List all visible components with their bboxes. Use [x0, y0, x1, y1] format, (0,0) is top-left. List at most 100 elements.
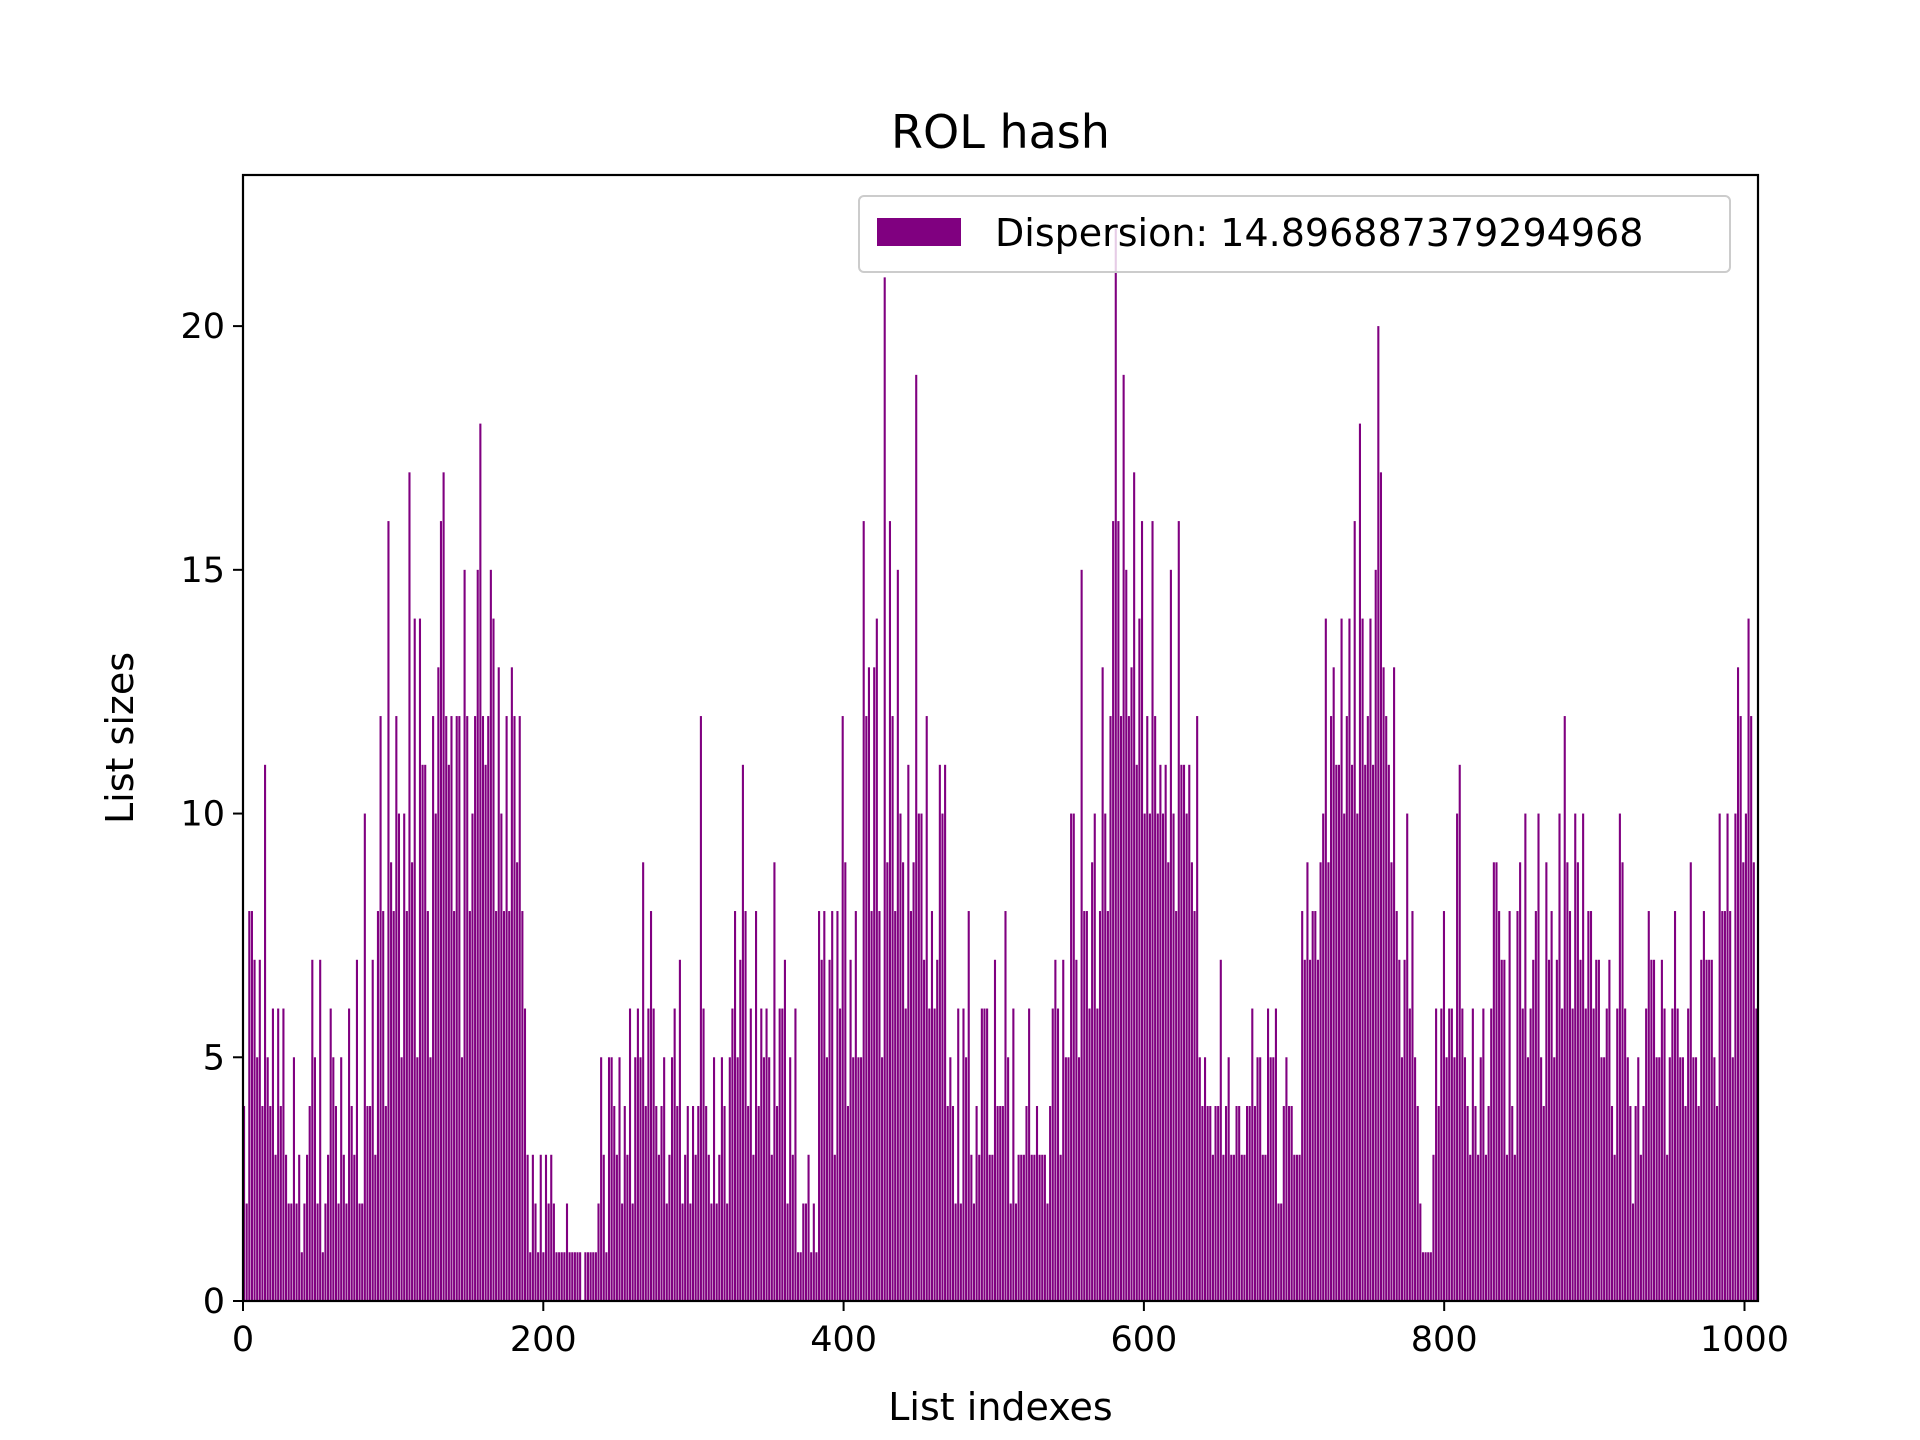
bar [1479, 1057, 1482, 1301]
bar [613, 1106, 616, 1301]
bar [831, 911, 834, 1301]
bar [502, 911, 506, 1301]
bar [1474, 1106, 1477, 1301]
bar [1471, 1008, 1474, 1301]
bar [1731, 1057, 1734, 1301]
bar [755, 911, 758, 1301]
bar [1012, 1008, 1015, 1301]
bar [1062, 959, 1065, 1301]
bar [1274, 1008, 1277, 1301]
bar [413, 618, 416, 1301]
bar [1117, 521, 1120, 1301]
bar [983, 1008, 986, 1301]
bar [917, 813, 920, 1301]
bar [332, 1057, 335, 1301]
bar [1626, 1057, 1629, 1301]
bar [1668, 1057, 1671, 1301]
bar [1592, 1008, 1595, 1301]
bar [991, 1154, 994, 1301]
bar [1033, 1154, 1036, 1301]
bar [1540, 1057, 1543, 1301]
bar [526, 1154, 529, 1301]
bar [1203, 1057, 1207, 1301]
bar [387, 521, 390, 1301]
bar [1427, 1252, 1430, 1301]
bar [951, 1106, 955, 1301]
bar [1077, 1057, 1081, 1301]
bar [1311, 911, 1314, 1301]
bar [1112, 521, 1115, 1301]
bar [959, 1203, 962, 1301]
bar [306, 1154, 309, 1301]
bar [1348, 618, 1351, 1301]
bar [434, 813, 437, 1301]
bar [292, 1057, 295, 1301]
bar [818, 911, 821, 1301]
bar [594, 1252, 597, 1301]
bar [1416, 1106, 1419, 1301]
bar [1007, 1057, 1010, 1301]
bar [886, 862, 889, 1301]
bar [1133, 472, 1136, 1302]
bar [1398, 959, 1401, 1301]
bar [1314, 911, 1317, 1301]
bar [810, 1252, 813, 1301]
bar [996, 1106, 999, 1301]
bar [1393, 667, 1396, 1301]
bar [1101, 667, 1104, 1301]
bar [639, 1057, 642, 1301]
bar [1671, 1008, 1674, 1301]
bar [1364, 764, 1367, 1301]
bar [531, 1154, 534, 1301]
bar [1521, 1008, 1524, 1301]
y-axis-title: List sizes [98, 652, 142, 824]
bar [1159, 764, 1162, 1301]
x-tick-label: 800 [1411, 1320, 1478, 1360]
bar [379, 716, 382, 1301]
bar [390, 862, 393, 1301]
bar [1104, 813, 1107, 1301]
bar [752, 1154, 755, 1301]
bar [676, 1106, 679, 1301]
bar [1235, 1106, 1238, 1301]
bar [1049, 1106, 1052, 1301]
bar [852, 1057, 855, 1301]
bar [1534, 911, 1537, 1301]
bar [1463, 1057, 1467, 1301]
bar [1618, 813, 1621, 1301]
bar [828, 959, 831, 1301]
bar [1700, 959, 1703, 1301]
bar [702, 1008, 705, 1301]
bar [442, 472, 445, 1302]
bar [904, 1008, 907, 1301]
bar [342, 1154, 345, 1301]
bar [1356, 813, 1359, 1301]
bar [1469, 1154, 1472, 1301]
bar [1309, 959, 1312, 1301]
bar [967, 911, 970, 1301]
bar [1498, 911, 1501, 1301]
bar [1424, 1252, 1427, 1301]
bar [481, 716, 485, 1301]
bar [1624, 1008, 1627, 1301]
legend-swatch [877, 218, 961, 246]
bar [912, 862, 915, 1301]
bar [1067, 1057, 1070, 1301]
bar [936, 959, 939, 1301]
bar [584, 1252, 587, 1301]
bar [319, 959, 322, 1301]
bar [487, 716, 490, 1301]
bar [1306, 862, 1309, 1301]
bar [765, 1008, 768, 1301]
bar [1723, 911, 1726, 1301]
bar [1742, 862, 1745, 1301]
bar [1603, 1057, 1606, 1301]
bar [1448, 1008, 1451, 1301]
bar [741, 764, 744, 1301]
bar [1009, 1203, 1012, 1301]
bar [949, 1057, 952, 1301]
bar [849, 959, 852, 1301]
bar [311, 959, 314, 1301]
bar [736, 1057, 739, 1301]
bar [476, 569, 479, 1301]
